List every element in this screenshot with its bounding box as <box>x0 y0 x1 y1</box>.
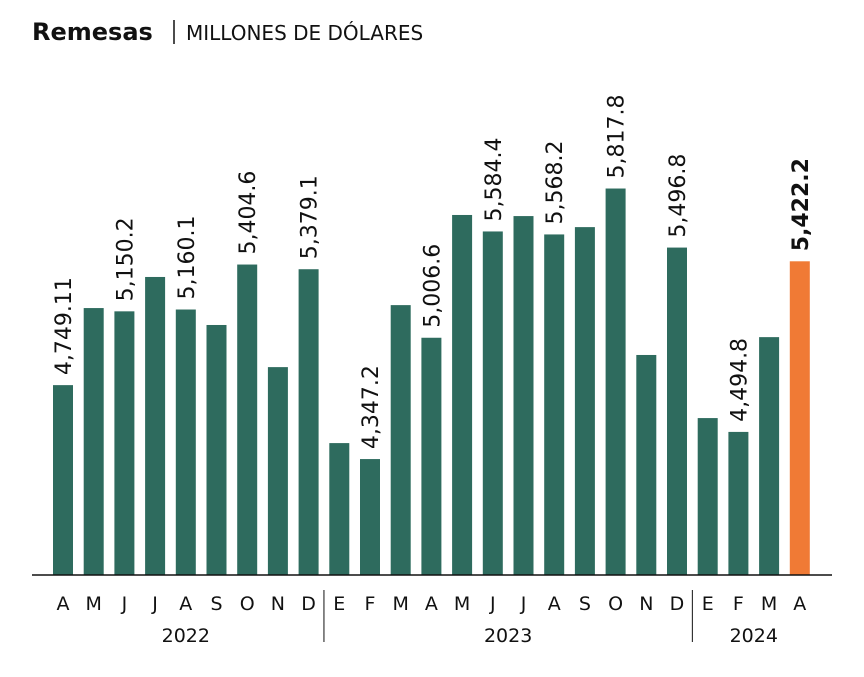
chart-title: Remesas <box>32 18 153 46</box>
bar <box>83 308 104 575</box>
bar <box>298 269 319 575</box>
x-tick-label: F <box>365 593 376 615</box>
x-tick-label: A <box>793 593 806 615</box>
bar <box>482 231 503 576</box>
bar <box>697 418 718 575</box>
x-tick-label: M <box>761 593 777 615</box>
bar <box>452 214 473 575</box>
x-tick-label: S <box>210 593 222 615</box>
x-tick-label: N <box>639 593 653 615</box>
value-label: 5,817.8 <box>605 95 630 179</box>
bar <box>574 227 595 575</box>
chart-subtitle: MILLONES DE DÓLARES <box>186 21 423 45</box>
x-tick-label: D <box>301 593 316 615</box>
x-tick-label: N <box>271 593 285 615</box>
value-label: 4,347.2 <box>359 365 384 449</box>
bar <box>728 431 749 575</box>
value-label: 5,150.2 <box>113 217 138 301</box>
group-label: 2022 <box>162 625 210 647</box>
x-tick-label: A <box>548 593 561 615</box>
value-label: 5,422.2 <box>789 158 814 251</box>
x-tick-label: M <box>454 593 470 615</box>
bar <box>237 264 258 575</box>
group-label: 2023 <box>484 625 532 647</box>
bar <box>206 324 227 575</box>
x-tick-label: M <box>392 593 408 615</box>
x-tick-label: A <box>425 593 438 615</box>
bar <box>544 234 565 576</box>
x-tick-label: J <box>151 593 158 615</box>
group-label: 2024 <box>730 625 778 647</box>
x-tick-label: O <box>608 593 623 615</box>
value-label: 5,006.6 <box>420 244 445 328</box>
bar <box>513 216 534 576</box>
value-label: 5,568.2 <box>543 140 568 224</box>
bar <box>789 261 810 575</box>
bar <box>145 276 166 575</box>
value-label: 5,496.8 <box>666 154 691 238</box>
x-tick-label: O <box>240 593 255 615</box>
x-tick-label: J <box>520 593 527 615</box>
bar <box>267 367 288 575</box>
bar <box>605 188 626 576</box>
bar <box>636 354 657 575</box>
x-tick-label: J <box>489 593 496 615</box>
value-label: 4,749.11 <box>52 277 77 375</box>
bar <box>53 385 73 575</box>
value-label: 5,584.4 <box>482 137 507 221</box>
x-tick-label: A <box>57 593 70 615</box>
bar <box>175 309 196 575</box>
value-label: 5,160.1 <box>175 216 200 300</box>
value-label: 5,379.1 <box>298 175 323 259</box>
value-label: 5,404.6 <box>236 171 261 255</box>
bar <box>759 337 780 575</box>
x-tick-label: E <box>702 593 714 615</box>
x-tick-label: F <box>733 593 744 615</box>
value-label: 4,494.8 <box>727 338 752 422</box>
bar <box>390 305 411 575</box>
x-tick-label: M <box>85 593 101 615</box>
bar <box>667 247 687 575</box>
bar <box>329 443 350 575</box>
x-tick-label: E <box>333 593 345 615</box>
x-tick-label: A <box>179 593 192 615</box>
bar <box>114 311 135 575</box>
x-tick-label: S <box>579 593 591 615</box>
bar <box>421 337 442 575</box>
x-tick-label: J <box>121 593 128 615</box>
x-tick-label: D <box>670 593 685 615</box>
bar <box>360 459 380 575</box>
